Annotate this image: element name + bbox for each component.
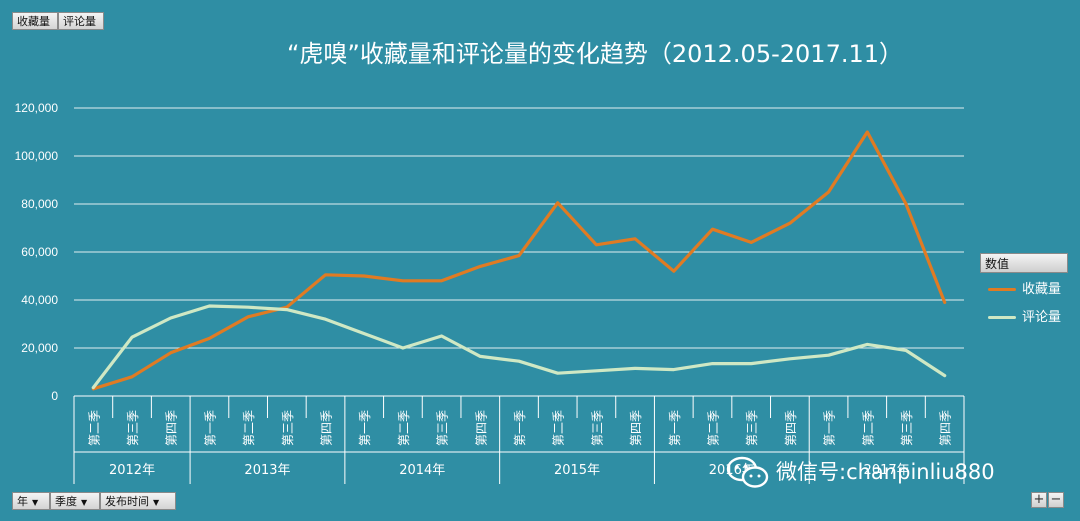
x-quarter-label: 第二季: [87, 410, 101, 446]
x-quarter-label: 第二季: [242, 410, 256, 446]
x-quarter-label: 第四季: [939, 410, 953, 446]
y-tick-label: 0: [51, 389, 58, 403]
x-quarter-label: 第一季: [668, 410, 682, 446]
x-quarter-label: 第四季: [629, 410, 643, 446]
y-tick-label: 80,000: [21, 197, 58, 211]
x-quarter-label: 第三季: [900, 410, 914, 446]
x-year-label: 2012年: [109, 463, 155, 478]
publish-time-dropdown[interactable]: 发布时间 ▼: [100, 492, 176, 510]
x-quarter-label: 第一季: [203, 410, 217, 446]
x-quarter-label: 第二季: [706, 410, 720, 446]
chevron-down-icon: ▼: [153, 498, 160, 507]
legend-item-comment: 评论量: [988, 306, 1061, 326]
x-quarter-label: 第三季: [590, 410, 604, 446]
legend-label-collect: 收藏量: [1022, 282, 1062, 297]
x-quarter-label: 第二季: [397, 410, 411, 446]
y-tick-label: 120,000: [15, 101, 59, 115]
x-quarter-label: 第三季: [745, 410, 759, 446]
wechat-icon: [726, 456, 769, 488]
quarter-dropdown[interactable]: 季度 ▼: [50, 492, 100, 510]
x-quarter-label: 第一季: [513, 410, 527, 446]
x-quarter-label: 第四季: [784, 410, 798, 446]
filter-button-collect[interactable]: 收藏量: [12, 12, 58, 30]
x-year-label: 2013年: [244, 463, 290, 478]
chart-title: “虎嗅”收藏量和评论量的变化趋势（2012.05-2017.11）: [286, 40, 904, 68]
y-tick-label: 60,000: [21, 245, 58, 259]
y-tick-label: 40,000: [21, 293, 58, 307]
series-line-collect: [91, 130, 947, 391]
x-quarter-label: 第四季: [474, 410, 488, 446]
x-quarter-label: 第一季: [823, 410, 837, 446]
y-tick-label: 100,000: [15, 149, 59, 163]
y-tick-label: 20,000: [21, 341, 58, 355]
x-quarter-label: 第四季: [165, 410, 179, 446]
series-line-comment: [91, 304, 947, 390]
x-quarter-label: 第四季: [320, 410, 334, 446]
chevron-down-icon: ▼: [32, 498, 39, 507]
x-year-label: 2017年: [864, 463, 910, 478]
x-quarter-label: 第一季: [358, 410, 372, 446]
x-year-label: 2015年: [554, 463, 600, 478]
watermark: 微信号:chanpinliu880: [726, 452, 995, 492]
x-quarter-label: 第三季: [281, 410, 295, 446]
legend-title: 数值: [980, 253, 1068, 273]
watermark-text: 微信号:chanpinliu880: [776, 460, 995, 484]
legend-item-collect: 收藏量: [988, 278, 1061, 298]
legend-swatch-comment: [988, 316, 1016, 319]
collapse-button[interactable]: −: [1048, 492, 1064, 508]
filter-button-comment[interactable]: 评论量: [58, 12, 104, 30]
year-dropdown[interactable]: 年 ▼: [12, 492, 50, 510]
expand-button[interactable]: +: [1031, 492, 1047, 508]
legend-swatch-collect: [988, 288, 1016, 291]
x-quarter-label: 第三季: [126, 410, 140, 446]
x-quarter-label: 第二季: [861, 410, 875, 446]
x-quarter-label: 第三季: [436, 410, 450, 446]
chevron-down-icon: ▼: [81, 498, 88, 507]
x-quarter-label: 第二季: [552, 410, 566, 446]
x-year-label: 2014年: [399, 463, 445, 478]
legend-label-comment: 评论量: [1022, 310, 1062, 325]
